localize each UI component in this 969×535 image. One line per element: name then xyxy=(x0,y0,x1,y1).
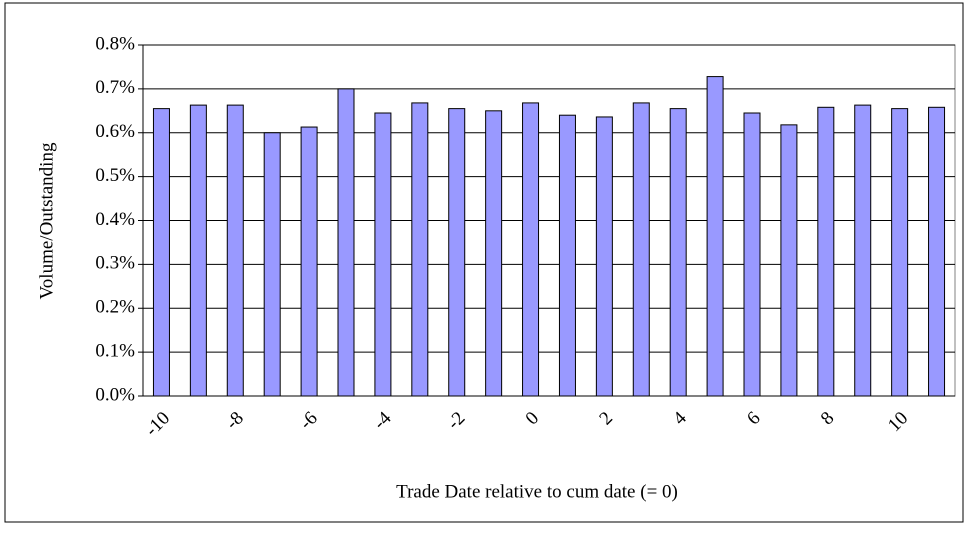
y-tick-label: 0.1% xyxy=(95,340,135,361)
bar xyxy=(743,112,761,397)
bar xyxy=(780,124,798,397)
bar xyxy=(263,132,281,397)
bar xyxy=(411,102,429,397)
bar xyxy=(337,88,355,397)
bar xyxy=(448,108,466,397)
x-axis-title: Trade Date relative to cum date (= 0) xyxy=(396,481,678,502)
bar xyxy=(706,76,724,397)
bar xyxy=(817,106,835,397)
bar xyxy=(189,104,207,397)
bar xyxy=(891,108,909,397)
y-tick-label: 0.8% xyxy=(95,33,135,54)
bar xyxy=(854,104,872,397)
bar xyxy=(669,108,687,397)
y-tick-label: 0.2% xyxy=(95,297,135,318)
bar xyxy=(226,104,244,397)
bar xyxy=(558,114,576,397)
bar xyxy=(485,110,503,397)
bar xyxy=(300,126,318,397)
bar xyxy=(595,116,613,397)
y-tick-label: 0.0% xyxy=(95,384,135,405)
bar xyxy=(928,106,946,397)
bar xyxy=(522,102,540,397)
bar xyxy=(374,112,392,397)
y-axis-title: Volume/Outstanding xyxy=(36,142,57,299)
bar xyxy=(152,108,170,397)
bar xyxy=(632,102,650,397)
y-tick-label: 0.6% xyxy=(95,121,135,142)
y-tick-label: 0.3% xyxy=(95,253,135,274)
y-tick-label: 0.7% xyxy=(95,77,135,98)
y-tick-label: 0.5% xyxy=(95,165,135,186)
y-tick-label: 0.4% xyxy=(95,209,135,230)
